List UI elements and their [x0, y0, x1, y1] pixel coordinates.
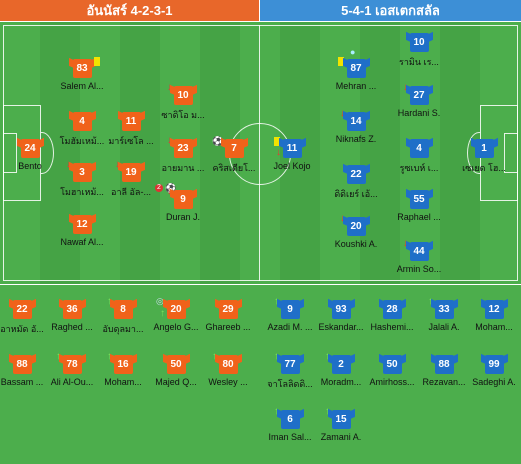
away-sub[interactable]: ↑ 9 Azadi M. ...: [250, 296, 330, 332]
away-sub[interactable]: 99 Sadeghi A.: [454, 355, 521, 387]
home-sub[interactable]: ↑ 16 Moham...: [83, 351, 163, 387]
assist-icon: ◎: [156, 296, 164, 306]
yellow-card-icon: [274, 137, 280, 146]
home-player-am1[interactable]: ↓ 10 ซาดิโอ ม...: [143, 82, 223, 122]
home-player-gk[interactable]: 24 Bento: [0, 139, 70, 171]
home-player-rcb[interactable]: ↓ 3 โมฮาเหม้...: [42, 159, 122, 199]
yellow-card-icon: [338, 57, 344, 66]
home-player-am2[interactable]: ↓ 23 อายมาน ...: [143, 135, 223, 175]
home-sub[interactable]: ↑ 78 Ali Al-Ou...: [32, 351, 112, 387]
home-player-rb[interactable]: 12 Nawaf Al...: [42, 215, 122, 247]
goal-count-badge: 2: [155, 184, 163, 192]
away-player-cm2[interactable]: 22 ดิดิเยร์ เอ้...: [316, 165, 396, 201]
away-player-st[interactable]: ↓ 11 Joel Kojo: [252, 137, 332, 171]
away-sub[interactable]: 50 Amirhoss...: [352, 355, 432, 387]
home-sub[interactable]: ↑ 80 Wesley ...: [188, 351, 268, 387]
home-team-header[interactable]: อันนัสร์ 4-2-3-1: [0, 0, 259, 21]
sub-on-arrow-icon: ↑: [160, 308, 165, 319]
away-player-rcb[interactable]: 55 Raphael ...: [379, 190, 459, 222]
away-player-lm[interactable]: ● 87 Mehran ...: [335, 47, 377, 91]
away-player-rm[interactable]: ↓ 20 Koushki A.: [316, 213, 396, 249]
home-sub[interactable]: ↑ 8 อับดุลมา...: [83, 296, 163, 336]
assist-icon: ●: [350, 47, 356, 57]
home-sub[interactable]: 88 Bassam ...: [0, 355, 62, 387]
home-sub[interactable]: 22 อาหมัด อั...: [0, 300, 62, 336]
away-team-header[interactable]: 5-4-1 เอสเตกสลัล: [260, 0, 521, 21]
home-player-dm2[interactable]: ↓ 19 อาลี อัล-...: [91, 159, 171, 199]
away-sub[interactable]: 28 Hashemi...: [352, 300, 432, 332]
away-player-cm1[interactable]: ↓ 14 Niknafs Z.: [316, 108, 396, 144]
away-player-rwb[interactable]: ↓ 44 Armin So...: [379, 238, 459, 274]
goal-ball-icon: ⚽: [165, 183, 177, 193]
goal-ball-icon: ⚽: [212, 136, 224, 146]
home-sub[interactable]: 50 Majed Q...: [136, 355, 216, 387]
home-player-dm1[interactable]: 11 มาร์เซโล ...: [91, 112, 171, 148]
home-player-lb[interactable]: 83 Salem Al...: [42, 57, 122, 91]
yellow-card-icon: [94, 57, 100, 66]
away-sub[interactable]: 88 Rezavan...: [404, 355, 484, 387]
away-player-cb[interactable]: 4 รูซเบห์ เ...: [379, 139, 459, 175]
home-sub[interactable]: 29 Ghareeb ...: [188, 300, 268, 332]
away-sub[interactable]: ↑ 77 จาโลลิดดิ...: [250, 351, 330, 391]
away-sub[interactable]: ↑ 6 Iman Sal...: [250, 406, 330, 442]
away-player-gk[interactable]: 1 เซเยด โฮ...: [444, 139, 521, 175]
away-player-lcb[interactable]: ↓ 27 Hardani S.: [379, 82, 459, 118]
home-player-lcb[interactable]: 4 โมฮัมเหม้...: [42, 112, 122, 148]
home-player-st[interactable]: ⚽ 7 คริสเตียโ...: [212, 136, 256, 173]
away-player-lwb[interactable]: 10 รามิน เร...: [379, 33, 459, 69]
away-sub[interactable]: 12 Moham...: [454, 300, 521, 332]
home-player-am3[interactable]: 2 ⚽ ↓ 9 Duran J.: [143, 183, 223, 222]
away-sub[interactable]: ↑ 15 Zamani A.: [301, 406, 381, 442]
home-sub[interactable]: 36 Raghed ...: [32, 300, 112, 332]
home-sub[interactable]: ↑ ◎ 20 Angelo G...: [153, 296, 199, 332]
away-sub[interactable]: ↑ 33 Jalali A.: [404, 296, 484, 332]
sub-off-arrow-icon: ↓: [276, 147, 281, 158]
away-sub[interactable]: ↑ 2 Moradm...: [301, 351, 381, 387]
away-sub[interactable]: 93 Eskandar...: [301, 300, 381, 332]
